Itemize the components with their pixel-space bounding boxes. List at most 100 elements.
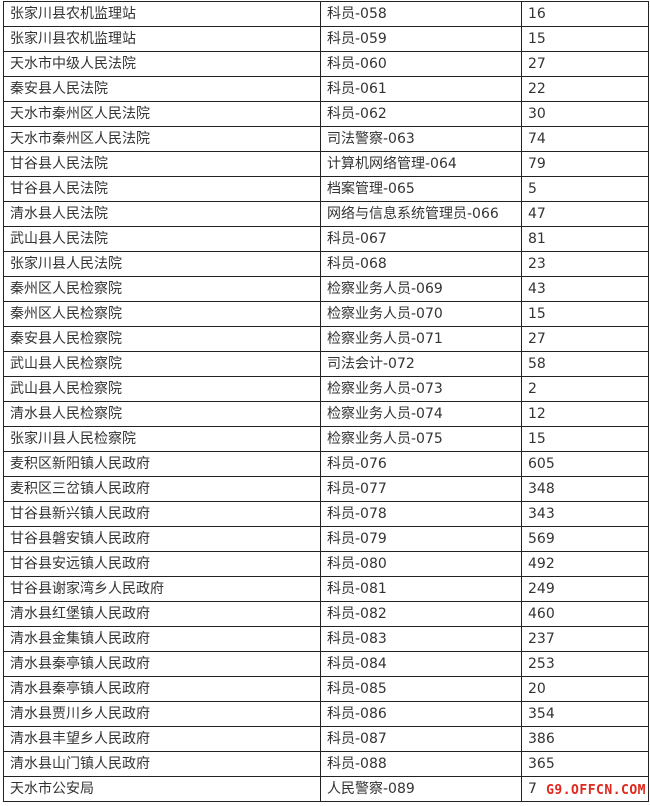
unit-cell: 清水县秦亭镇人民政府 [3,676,321,702]
table-row: 麦积区新阳镇人民政府 科员-076 605 [3,451,649,477]
position-cell: 科员-082 [320,601,522,627]
unit-cell: 秦州区人民检察院 [3,276,321,302]
table-row: 天水市秦州区人民法院 司法警察-063 74 [3,126,649,152]
count-cell: 22 [521,76,649,102]
unit-cell: 张家川县农机监理站 [3,26,321,52]
count-cell: 354 [521,701,649,727]
position-cell: 检察业务人员-075 [320,426,522,452]
unit-cell: 麦积区三岔镇人民政府 [3,476,321,502]
count-cell: 569 [521,526,649,552]
position-cell: 科员-080 [320,551,522,577]
table-row: 清水县秦亭镇人民政府 科员-084 253 [3,651,649,677]
table-row: 武山县人民法院 科员-067 81 [3,226,649,252]
count-cell: 47 [521,201,649,227]
table-row: 清水县金集镇人民政府 科员-083 237 [3,626,649,652]
positions-table: 张家川县农机监理站 科员-058 16 张家川县农机监理站 科员-059 15 天水市中级人… [3,1,649,802]
table-row: 秦安县人民法院 科员-061 22 [3,76,649,102]
table-row: 张家川县人民检察院 检察业务人员-075 15 [3,426,649,452]
count-cell: 58 [521,351,649,377]
table-row: 甘谷县人民法院 计算机网络管理-064 79 [3,151,649,177]
unit-cell: 武山县人民法院 [3,226,321,252]
count-cell: 15 [521,26,649,52]
unit-cell: 天水市公安局 [3,776,321,802]
position-cell: 科员-059 [320,26,522,52]
table-row: 甘谷县人民法院 档案管理-065 5 [3,176,649,202]
unit-cell: 麦积区新阳镇人民政府 [3,451,321,477]
unit-cell: 武山县人民检察院 [3,376,321,402]
position-cell: 科员-058 [320,1,522,27]
unit-cell: 清水县贾川乡人民政府 [3,701,321,727]
count-cell: 605 [521,451,649,477]
table-row: 秦安县人民检察院 检察业务人员-071 27 [3,326,649,352]
table-row: 甘谷县安远镇人民政府 科员-080 492 [3,551,649,577]
position-cell: 科员-084 [320,651,522,677]
position-cell: 人民警察-089 [320,776,522,802]
unit-cell: 清水县金集镇人民政府 [3,626,321,652]
position-cell: 网络与信息系统管理员-066 [320,201,522,227]
count-cell: 365 [521,751,649,777]
unit-cell: 甘谷县新兴镇人民政府 [3,501,321,527]
unit-cell: 清水县山门镇人民政府 [3,751,321,777]
count-cell: 16 [521,1,649,27]
unit-cell: 张家川县人民法院 [3,251,321,277]
table-row: 武山县人民检察院 司法会计-072 58 [3,351,649,377]
unit-cell: 甘谷县谢家湾乡人民政府 [3,576,321,602]
table-row: 甘谷县磐安镇人民政府 科员-079 569 [3,526,649,552]
position-cell: 检察业务人员-069 [320,276,522,302]
count-cell: 237 [521,626,649,652]
count-cell: 492 [521,551,649,577]
position-cell: 科员-087 [320,726,522,752]
unit-cell: 张家川县农机监理站 [3,1,321,27]
unit-cell: 清水县丰望乡人民政府 [3,726,321,752]
table-row: 秦州区人民检察院 检察业务人员-070 15 [3,301,649,327]
unit-cell: 武山县人民检察院 [3,351,321,377]
unit-cell: 天水市中级人民法院 [3,51,321,77]
table-row: 清水县丰望乡人民政府 科员-087 386 [3,726,649,752]
count-cell: 30 [521,101,649,127]
table-row: 张家川县人民法院 科员-068 23 [3,251,649,277]
position-cell: 档案管理-065 [320,176,522,202]
unit-cell: 甘谷县人民法院 [3,151,321,177]
table-row: 清水县人民法院 网络与信息系统管理员-066 47 [3,201,649,227]
position-cell: 科员-083 [320,626,522,652]
unit-cell: 天水市秦州区人民法院 [3,101,321,127]
table-row: 清水县红堡镇人民政府 科员-082 460 [3,601,649,627]
count-cell: 386 [521,726,649,752]
count-cell: 15 [521,426,649,452]
table-row: 武山县人民检察院 检察业务人员-073 2 [3,376,649,402]
count-cell: 253 [521,651,649,677]
count-cell: 5 [521,176,649,202]
count-cell: 348 [521,476,649,502]
position-cell: 科员-067 [320,226,522,252]
table-row: 张家川县农机监理站 科员-058 16 [3,1,649,27]
table-row: 天水市秦州区人民法院 科员-062 30 [3,101,649,127]
count-cell: 27 [521,326,649,352]
position-cell: 科员-088 [320,751,522,777]
table-row: 清水县人民检察院 检察业务人员-074 12 [3,401,649,427]
position-cell: 科员-060 [320,51,522,77]
unit-cell: 清水县人民检察院 [3,401,321,427]
position-cell: 司法警察-063 [320,126,522,152]
position-cell: 科员-068 [320,251,522,277]
table-row: 甘谷县谢家湾乡人民政府 科员-081 249 [3,576,649,602]
position-cell: 科员-077 [320,476,522,502]
count-cell: 74 [521,126,649,152]
count-cell: 12 [521,401,649,427]
count-cell: 43 [521,276,649,302]
unit-cell: 甘谷县人民法院 [3,176,321,202]
unit-cell: 秦安县人民检察院 [3,326,321,352]
position-cell: 检察业务人员-073 [320,376,522,402]
unit-cell: 清水县人民法院 [3,201,321,227]
unit-cell: 甘谷县安远镇人民政府 [3,551,321,577]
unit-cell: 甘谷县磐安镇人民政府 [3,526,321,552]
position-cell: 检察业务人员-074 [320,401,522,427]
position-cell: 科员-078 [320,501,522,527]
count-cell: 249 [521,576,649,602]
count-cell: 2 [521,376,649,402]
table-row: 清水县秦亭镇人民政府 科员-085 20 [3,676,649,702]
count-cell: 460 [521,601,649,627]
position-cell: 司法会计-072 [320,351,522,377]
table-row: 清水县山门镇人民政府 科员-088 365 [3,751,649,777]
position-cell: 科员-085 [320,676,522,702]
position-cell: 计算机网络管理-064 [320,151,522,177]
